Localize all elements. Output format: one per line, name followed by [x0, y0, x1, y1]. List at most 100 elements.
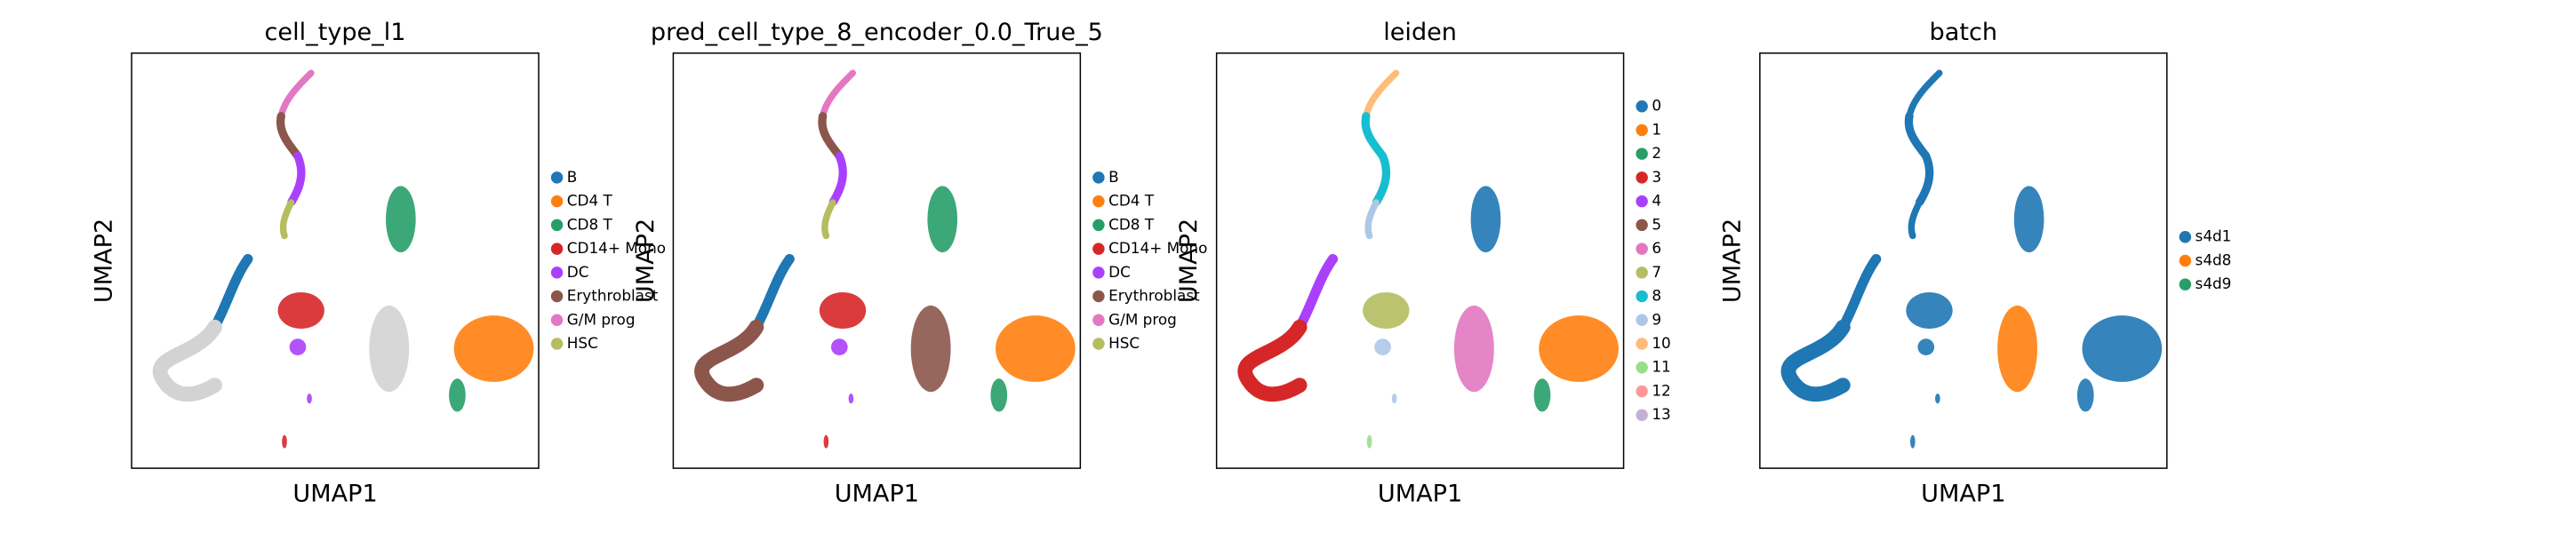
cluster	[1363, 69, 1400, 120]
legend-marker	[1636, 266, 1648, 279]
legend-label: 1	[1652, 120, 1661, 138]
y-axis-label: UMAP2	[1718, 219, 1746, 303]
scatter-area	[1237, 69, 1619, 449]
y-axis-label: UMAP2	[1175, 219, 1203, 303]
legend-marker	[550, 195, 564, 208]
cluster	[277, 291, 324, 330]
legend-marker	[2179, 278, 2192, 290]
cluster	[1470, 186, 1501, 253]
legend-marker	[1636, 290, 1648, 303]
legend-label: CD14+ Mono	[1108, 239, 1207, 257]
cluster	[1906, 69, 1943, 120]
legend-marker	[1636, 99, 1648, 113]
cluster	[1915, 152, 1934, 207]
cluster	[152, 319, 222, 402]
x-axis-label: UMAP1	[835, 481, 919, 508]
cluster	[209, 253, 253, 332]
cluster	[821, 199, 836, 240]
x-axis-label: UMAP1	[292, 481, 377, 508]
scatter-area	[152, 69, 534, 449]
legend-marker	[1636, 243, 1648, 255]
legend-label: HSC	[567, 334, 598, 352]
cluster	[307, 393, 312, 404]
legend-marker	[1092, 219, 1105, 232]
legend-marker	[550, 171, 564, 184]
cluster	[369, 305, 410, 393]
legend-marker	[1636, 219, 1648, 232]
cluster	[751, 253, 795, 332]
legend-marker	[1636, 409, 1648, 421]
cluster	[1237, 319, 1308, 402]
cluster	[828, 152, 847, 207]
cluster	[282, 434, 287, 449]
legend-label: 9	[1652, 310, 1661, 328]
legend-label: CD14+ Mono	[567, 239, 666, 257]
legend-label: 7	[1652, 263, 1661, 281]
cluster	[289, 338, 307, 355]
cluster	[1539, 315, 1619, 382]
panel-title: batch	[1930, 19, 1998, 46]
cluster	[277, 69, 315, 120]
cluster	[823, 434, 829, 449]
cluster	[1910, 434, 1916, 449]
panel-title: cell_type_l1	[265, 19, 406, 46]
cluster	[819, 291, 867, 330]
legend-marker	[550, 219, 564, 232]
legend-label: 11	[1652, 358, 1670, 376]
cluster	[1908, 199, 1924, 240]
legend-marker	[1092, 195, 1105, 208]
legend-label: s4d8	[2196, 251, 2232, 268]
plot-frame	[1215, 52, 1625, 469]
cluster	[279, 199, 295, 240]
cluster	[2076, 378, 2094, 412]
legend-label: 3	[1652, 168, 1661, 186]
cluster	[1837, 253, 1882, 332]
cluster	[1533, 378, 1551, 412]
cluster	[830, 338, 848, 355]
cluster	[1361, 112, 1388, 161]
legend-marker	[1092, 338, 1105, 350]
legend-label: 5	[1652, 215, 1661, 233]
legend-marker	[1092, 290, 1105, 303]
cluster	[1363, 291, 1410, 330]
legend-label: HSC	[1108, 334, 1140, 352]
legend-label: CD8 T	[567, 215, 613, 233]
legend-label: CD4 T	[1108, 192, 1155, 210]
legend-label: DC	[567, 263, 589, 281]
legend-label: 2	[1652, 144, 1661, 162]
panel-title: pred_cell_type_8_encoder_0.0_True_5	[651, 19, 1103, 46]
cluster	[910, 305, 951, 393]
cluster	[818, 112, 844, 161]
cluster	[1374, 338, 1391, 355]
plot-frame	[672, 52, 1082, 469]
cluster	[1780, 319, 1851, 402]
plot-frame	[131, 52, 540, 469]
legend-label: 13	[1652, 405, 1670, 423]
y-axis-label: UMAP2	[91, 219, 118, 303]
cluster	[819, 69, 857, 120]
cluster	[848, 393, 854, 404]
legend-marker	[550, 338, 564, 350]
cluster	[1904, 112, 1931, 161]
legend-label: 0	[1652, 97, 1661, 115]
legend-marker	[1636, 123, 1648, 137]
legend-label: G/M prog	[567, 310, 636, 328]
y-axis-label: UMAP2	[632, 219, 660, 303]
panel-title: leiden	[1383, 19, 1457, 46]
legend-label: CD4 T	[567, 192, 613, 210]
legend-marker	[1092, 314, 1105, 327]
legend-marker	[1636, 314, 1648, 327]
legend-label: Erythroblast	[1108, 287, 1200, 305]
legend-marker	[550, 290, 564, 303]
x-axis-label: UMAP1	[1921, 481, 2005, 508]
cluster	[1372, 152, 1391, 207]
legend-label: DC	[1108, 263, 1131, 281]
cluster	[386, 186, 416, 253]
legend-marker	[550, 266, 564, 279]
cluster	[1391, 393, 1397, 404]
cluster	[276, 112, 302, 161]
cluster	[996, 315, 1076, 382]
legend-marker	[1092, 266, 1105, 279]
